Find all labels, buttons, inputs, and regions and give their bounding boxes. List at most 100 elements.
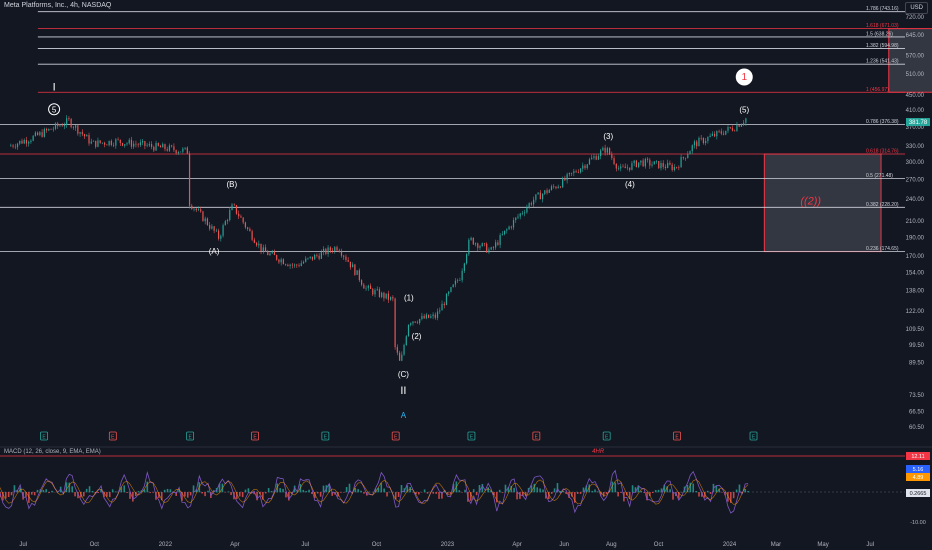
macd-histogram-bar xyxy=(331,492,333,496)
candle-body xyxy=(128,139,130,144)
candle-body xyxy=(253,239,255,243)
fib-label: 1.382 (594.98) xyxy=(866,43,899,49)
macd-histogram-bar xyxy=(490,490,492,493)
candle-body xyxy=(488,249,490,253)
candle-body xyxy=(383,292,385,299)
macd-histogram-bar xyxy=(677,492,680,499)
currency-button[interactable]: USD xyxy=(905,2,928,14)
macd-histogram-bar xyxy=(446,492,449,494)
candle-body xyxy=(676,167,678,168)
candle-body xyxy=(48,128,50,131)
candle-body xyxy=(544,190,546,195)
candle-body xyxy=(396,347,398,353)
candle-body xyxy=(405,336,407,346)
chart-title: Meta Platforms, Inc., 4h, NASDAQ xyxy=(4,2,112,9)
candle-body xyxy=(28,142,30,144)
candle-body xyxy=(461,270,463,281)
candle-body xyxy=(133,143,135,147)
macd-histogram-bar xyxy=(654,490,657,493)
wave-labels: I 5 (B) (A) (1) (2) (C) II A (3) (4) (5) 1 ((2)) xyxy=(48,68,821,420)
candle-body xyxy=(193,208,195,210)
macd-histogram-bar xyxy=(689,482,692,493)
macd-histogram-bar xyxy=(285,492,287,498)
candle-body xyxy=(323,248,325,253)
candle-body xyxy=(262,247,264,252)
macd-histogram-bar xyxy=(28,492,30,503)
macd-histogram-bar xyxy=(597,491,599,493)
candle-body xyxy=(667,162,669,168)
macd-histogram-bar xyxy=(542,489,544,493)
macd-histogram-bar xyxy=(314,492,316,498)
candle-body xyxy=(743,122,745,125)
candle-body xyxy=(175,150,177,154)
macd-histogram-bar xyxy=(348,483,351,493)
macd-histogram-bar xyxy=(316,492,319,494)
event-marker xyxy=(251,431,259,441)
y-tick-label: 73.50 xyxy=(909,393,925,399)
macd-histogram-bar xyxy=(380,482,383,493)
candle-body xyxy=(164,144,166,150)
x-tick-label: Oct xyxy=(372,542,382,548)
candle-body xyxy=(302,261,305,264)
candle-body xyxy=(709,135,711,138)
candle-body xyxy=(249,228,251,232)
macd-signal-line xyxy=(0,479,749,505)
macd-histogram-bar xyxy=(600,492,602,496)
candle-body xyxy=(180,151,182,153)
candle-body xyxy=(372,288,374,295)
macd-histogram-bar xyxy=(181,492,183,501)
candle-body xyxy=(629,167,631,170)
macd-histogram-bar xyxy=(649,492,651,497)
candle-body xyxy=(378,289,381,297)
candle-body xyxy=(142,141,144,143)
candle-body xyxy=(595,156,597,160)
candle-body xyxy=(512,220,515,228)
macd-histogram-bar xyxy=(591,490,593,493)
macd-histogram-bar xyxy=(507,487,510,493)
candle-body xyxy=(691,145,693,152)
candle-body xyxy=(115,139,117,146)
candle-body xyxy=(673,167,675,170)
y-tick-label: 370.00 xyxy=(906,125,925,131)
candle-body xyxy=(434,314,436,318)
candle-body xyxy=(631,163,633,170)
candle-body xyxy=(497,242,499,245)
fib-label: 0.786 (376.38) xyxy=(866,119,899,125)
fib-label: 0.236 (174.65) xyxy=(866,246,899,252)
candle-body xyxy=(61,125,63,127)
candle-body xyxy=(213,226,215,231)
macd-histogram-bar xyxy=(114,491,117,493)
macd-histogram-bar xyxy=(735,489,738,493)
candle-body xyxy=(99,140,101,143)
candle-body xyxy=(155,142,157,151)
macd-histogram-bar xyxy=(628,492,631,499)
candle-body xyxy=(604,147,606,153)
candle-body xyxy=(186,147,188,154)
macd-histogram-bar xyxy=(646,492,648,501)
candle-body xyxy=(439,310,441,312)
candle-body xyxy=(112,144,115,146)
macd-histogram-bar xyxy=(149,492,152,493)
candle-body xyxy=(577,172,579,173)
y-tick-label: 154.00 xyxy=(906,270,925,276)
macd-histogram-bar xyxy=(288,492,290,501)
candle-body xyxy=(499,235,501,245)
macd-histogram-bar xyxy=(80,492,82,498)
macd-histogram-bar xyxy=(614,482,617,493)
fib-label: 1.786 (743.16) xyxy=(866,6,899,12)
y-tick-label: 570.00 xyxy=(906,54,925,60)
candle-body xyxy=(638,162,640,168)
macd-histogram-bar xyxy=(706,490,709,493)
candle-body xyxy=(10,145,12,147)
macd-histogram-bar xyxy=(345,487,348,493)
candle-body xyxy=(535,194,537,200)
macd-histogram-bar xyxy=(368,491,371,493)
macd-label: MACD (12, 26, close, 9, EMA, EMA) xyxy=(4,449,101,455)
candle-body xyxy=(454,280,457,285)
event-marker-label: E xyxy=(675,435,679,441)
macd-histogram-bar xyxy=(357,489,359,493)
macd-value-tag xyxy=(906,473,930,481)
candle-body xyxy=(421,315,423,320)
candle-body xyxy=(320,252,322,259)
